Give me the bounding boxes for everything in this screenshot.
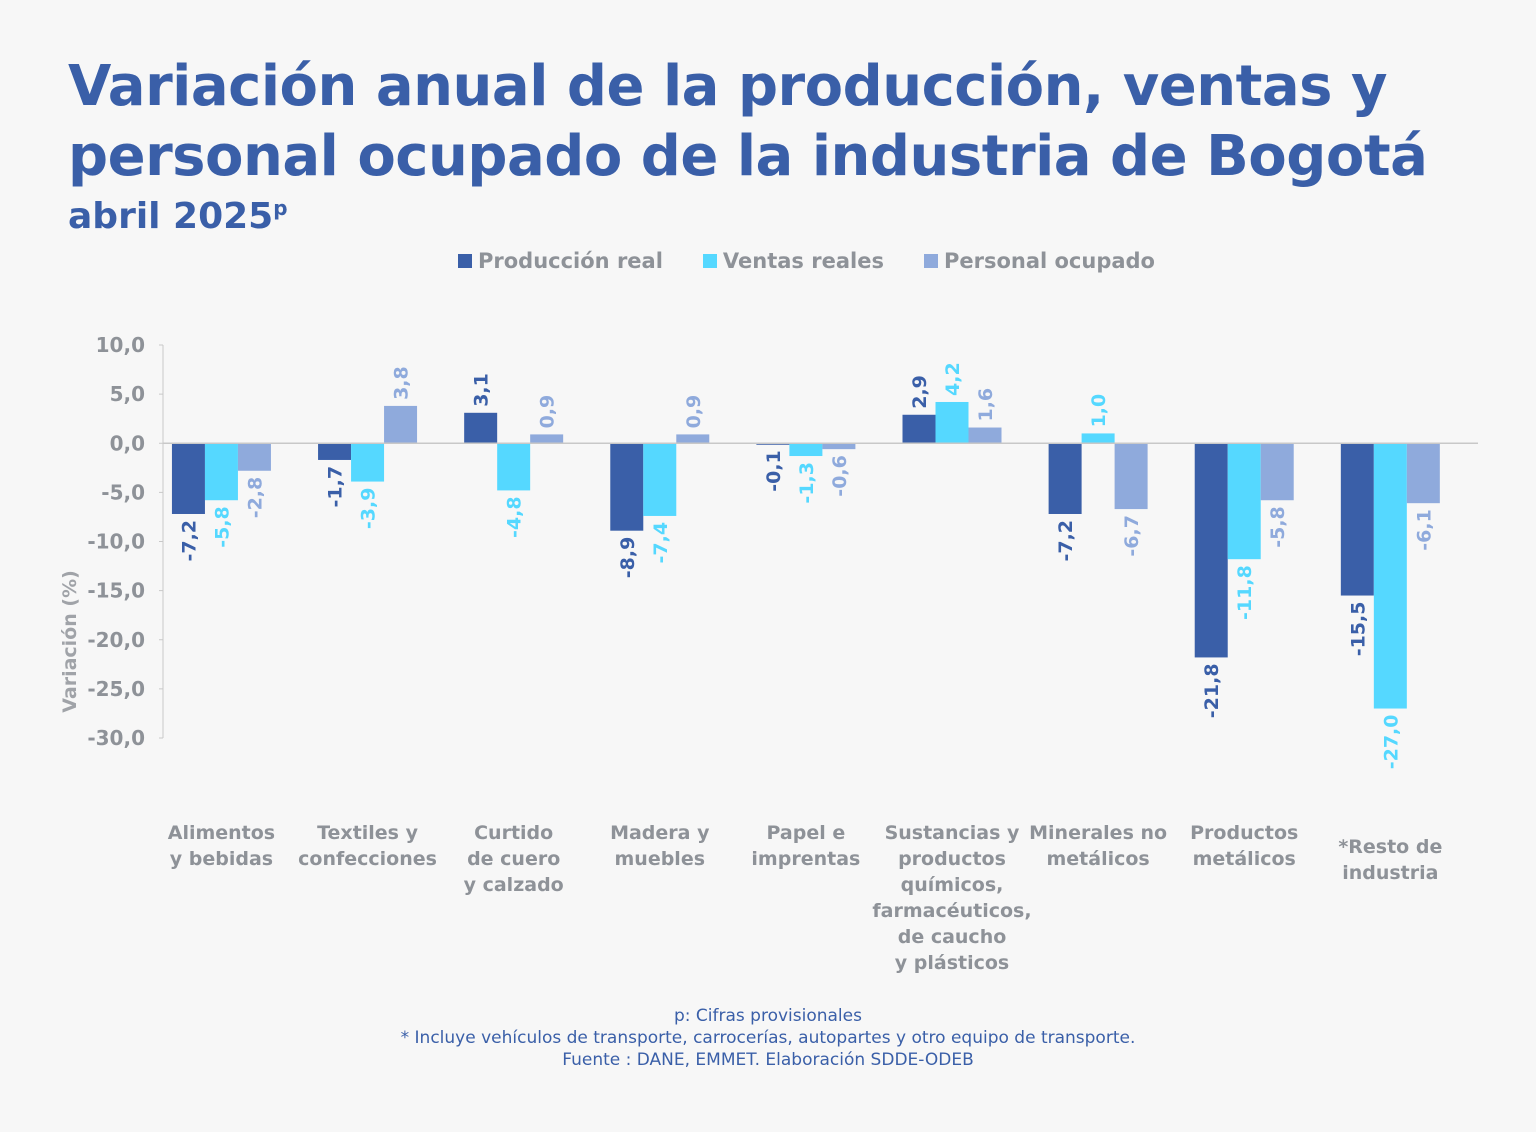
data-label: -8,9 (617, 537, 639, 579)
category-label: Alimentos y bebidas (168, 822, 275, 870)
data-label: 3,8 (391, 366, 413, 400)
y-tick-label: -5,0 (101, 480, 145, 504)
data-label: 0,9 (683, 395, 705, 429)
y-tick-label: -10,0 (87, 530, 145, 554)
bar (1373, 443, 1407, 709)
footnote-provisional: p: Cifras provisionales (674, 1006, 862, 1026)
data-label: -5,8 (1267, 506, 1289, 548)
data-label: 2,9 (909, 375, 931, 409)
bar (822, 443, 856, 450)
bar (1048, 443, 1082, 514)
category-label: Madera y muebles (610, 822, 710, 870)
category-label: Productos metálicos (1190, 822, 1298, 870)
y-tick-label: -25,0 (87, 677, 145, 701)
data-label: -2,8 (244, 477, 266, 519)
data-label: -7,4 (650, 522, 672, 564)
data-label: -15,5 (1347, 602, 1369, 657)
footnote-source: Fuente : DANE, EMMET. Elaboración SDDE-O… (562, 1050, 974, 1070)
y-tick-label: -15,0 (87, 579, 145, 603)
y-tick-label: -20,0 (87, 628, 145, 652)
bar (643, 443, 677, 516)
category-label: Textiles y confecciones (298, 822, 437, 870)
legend-swatch (923, 254, 938, 268)
footnote-resto: * Incluye vehículos de transporte, carro… (400, 1028, 1136, 1048)
bar (1406, 443, 1440, 504)
bar (318, 443, 352, 460)
data-label: -7,2 (178, 520, 200, 562)
bar (1114, 443, 1148, 510)
legend-item-ventas: Ventas reales (702, 249, 884, 273)
bar (1227, 443, 1261, 560)
data-label: -7,2 (1055, 520, 1077, 562)
legend-item-produccion: Producción real (458, 249, 663, 273)
data-label: -4,8 (504, 496, 526, 538)
bar (610, 443, 644, 531)
y-tick-label: 10,0 (96, 333, 145, 357)
category-label: Minerales no metálicos (1029, 822, 1167, 870)
bar (789, 443, 823, 457)
data-label: -21,8 (1201, 663, 1223, 718)
legend-label: Ventas reales (722, 249, 884, 273)
bar (1260, 443, 1294, 501)
legend-item-personal: Personal ocupado (923, 249, 1155, 273)
bar (497, 443, 531, 491)
category-label: *Resto de industria (1338, 836, 1442, 884)
data-label: -3,9 (358, 488, 380, 530)
chart-title: Variación anual de la producción, ventas… (68, 52, 1428, 192)
y-tick-label: 0,0 (110, 431, 145, 455)
category-label: Papel e imprentas (751, 822, 860, 870)
chart-subtitle: abril 2025p (68, 196, 288, 237)
bar (935, 401, 969, 444)
bar (676, 434, 710, 444)
subtitle-text: abril 2025 (68, 196, 274, 237)
data-label: -27,0 (1380, 715, 1402, 770)
data-label: 3,1 (471, 373, 493, 407)
data-label: 0,9 (537, 395, 559, 429)
bar (1340, 443, 1374, 596)
bar (464, 412, 498, 444)
bar (1194, 443, 1228, 658)
data-label: 1,0 (1088, 394, 1110, 428)
bar (1081, 433, 1115, 444)
bar (171, 443, 205, 514)
bar (351, 443, 385, 482)
data-label: -0,1 (763, 450, 785, 492)
legend: Producción real Ventas reales Personal o… (458, 249, 1155, 273)
data-label: -1,7 (325, 466, 347, 508)
y-axis-title: Variación (%) (59, 570, 81, 713)
legend-label: Producción real (478, 249, 663, 273)
data-label: -5,8 (211, 506, 233, 548)
bar (204, 443, 238, 501)
title-line-1: Variación anual de la producción, ventas… (68, 54, 1388, 119)
bar (968, 427, 1002, 444)
legend-swatch (458, 254, 472, 268)
bar (530, 434, 564, 444)
category-label: Curtido de cuero y calzado (464, 822, 564, 896)
footnotes: p: Cifras provisionales * Incluye vehícu… (0, 1005, 1536, 1071)
data-label: -0,6 (829, 455, 851, 497)
subtitle-superscript: p (273, 196, 288, 220)
data-label: -11,8 (1234, 565, 1256, 620)
data-label: -1,3 (796, 462, 818, 504)
bar (237, 443, 271, 471)
data-label: -6,1 (1413, 509, 1435, 551)
legend-swatch (702, 254, 717, 268)
title-line-2: personal ocupado de la industria de Bogo… (68, 124, 1428, 189)
data-label: 1,6 (975, 388, 997, 422)
y-tick-label: -30,0 (87, 726, 145, 750)
bar (384, 405, 418, 444)
category-label: Sustancias y productos químicos, farmacéuti… (872, 822, 1031, 974)
data-label: -6,7 (1121, 515, 1143, 557)
data-label: 4,2 (942, 362, 964, 396)
y-tick-label: 5,0 (110, 382, 145, 406)
bar (902, 414, 936, 444)
legend-label: Personal ocupado (943, 249, 1155, 273)
